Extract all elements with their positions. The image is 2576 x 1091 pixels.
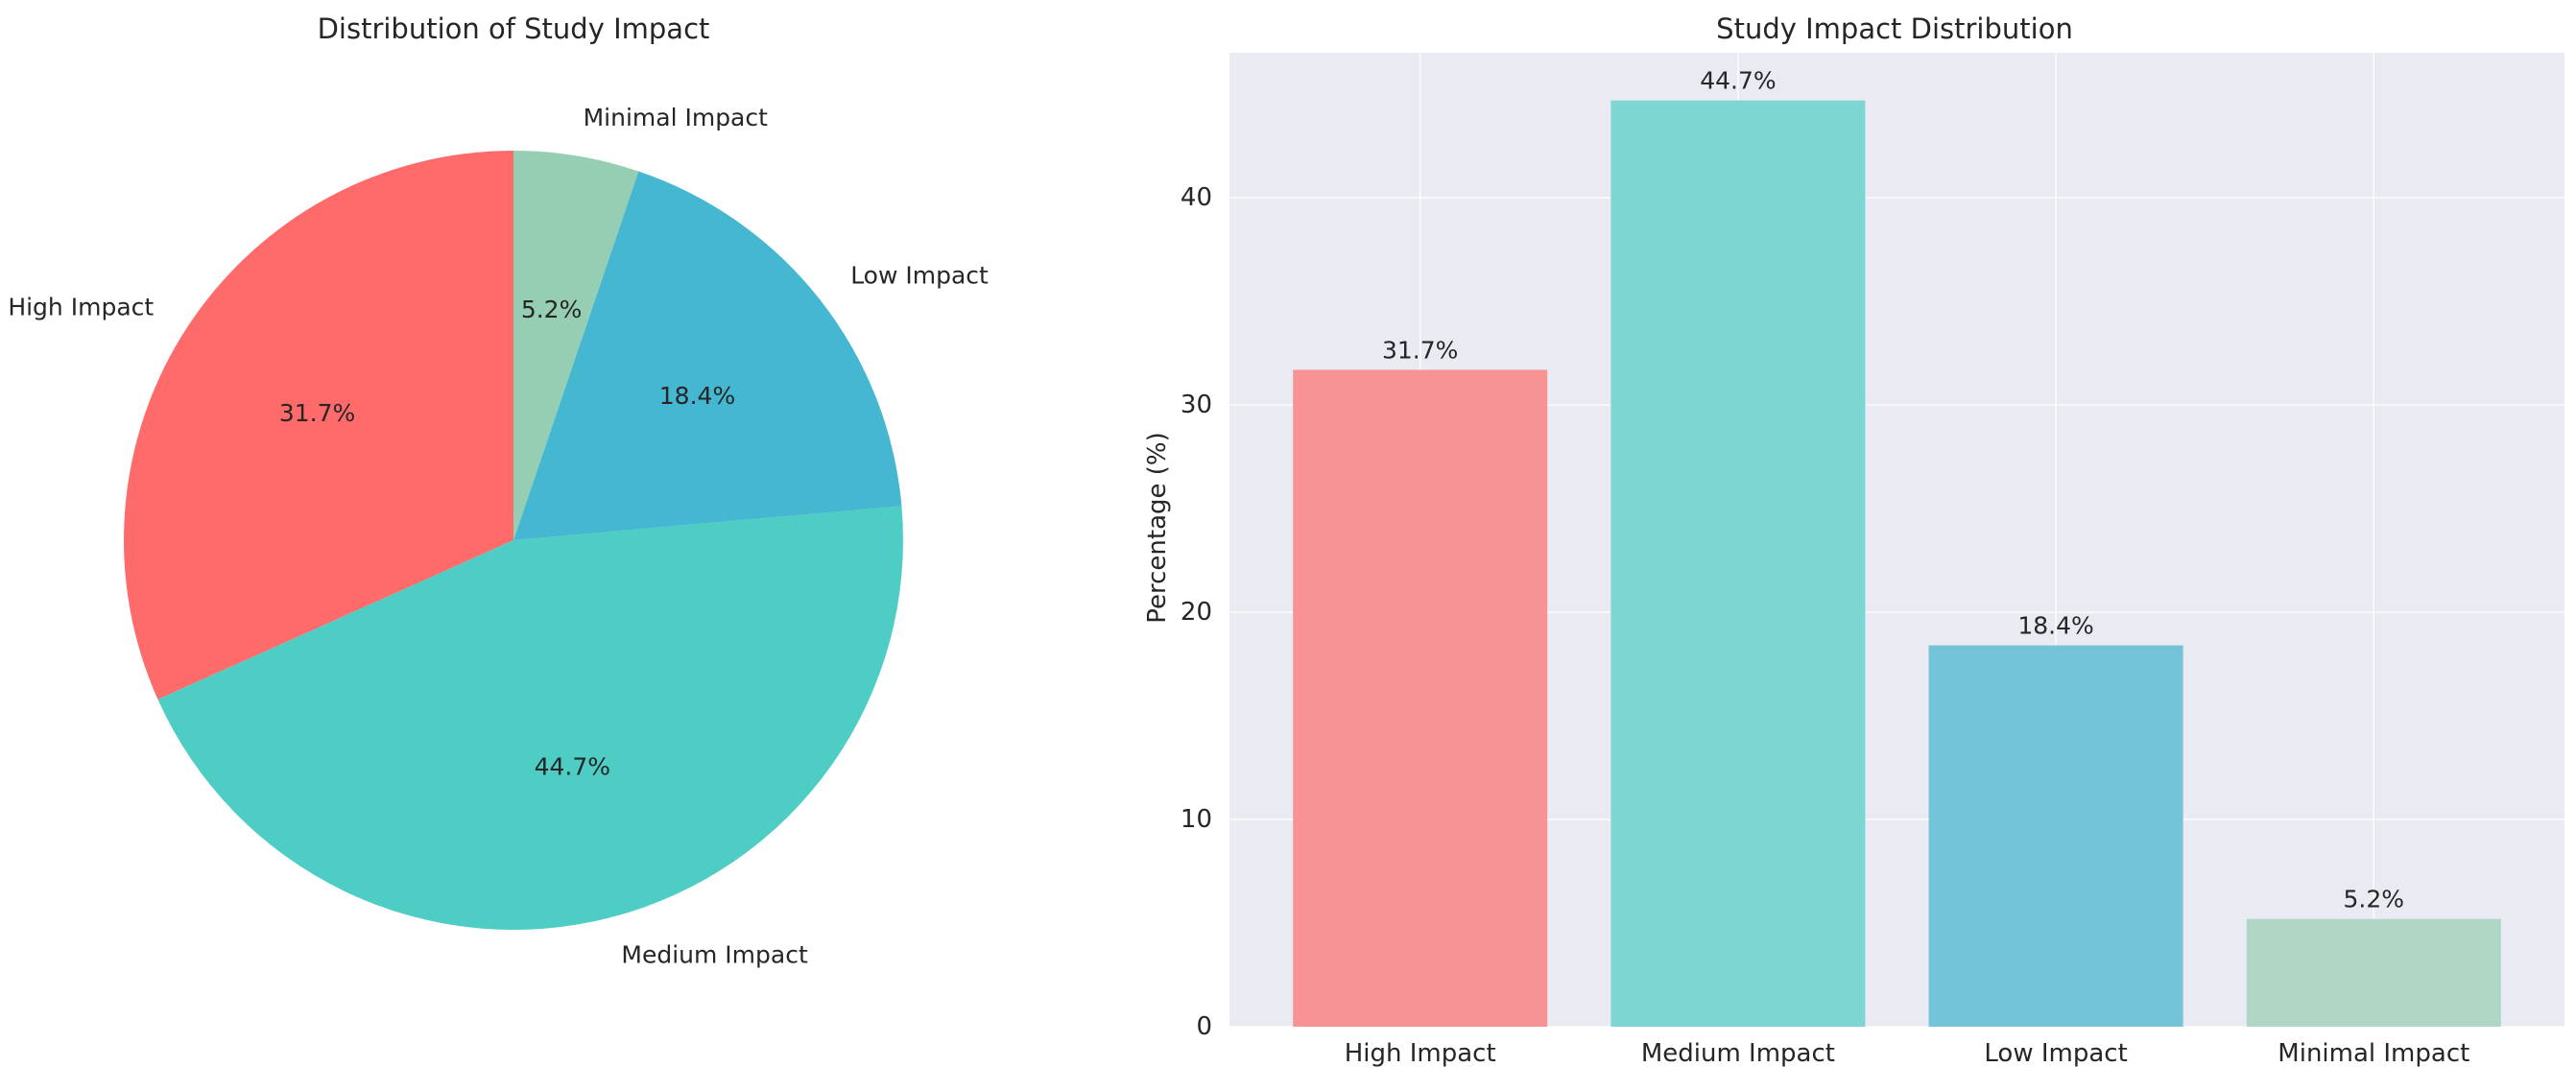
- pie-labels: High Impact 31.7% Medium Impact 44.7% Low Im…: [8, 104, 989, 969]
- pie-label-minimal-impact: Minimal Impact: [584, 104, 769, 131]
- pie-percent-label-high-impact: 31.7%: [279, 399, 355, 427]
- bar-x-tick-medium-impact: Medium Impact: [1641, 1039, 1835, 1068]
- bar-x-tick-low-impact: Low Impact: [1984, 1039, 2127, 1068]
- bar-value-labels: 31.7% 44.7% 18.4% 5.2%: [1382, 67, 2404, 913]
- pie-percent-label-medium-impact: 44.7%: [535, 752, 610, 780]
- pie-chart: Distribution of Study Impact High Impact…: [8, 12, 989, 969]
- bar-value-label-minimal-impact: 5.2%: [2344, 886, 2405, 913]
- bar-x-tick-minimal-impact: Minimal Impact: [2278, 1039, 2469, 1068]
- bar-value-label-low-impact: 18.4%: [2017, 612, 2093, 640]
- bar-chart-y-axis-label: Percentage (%): [1143, 432, 1172, 624]
- bar-low-impact: [1928, 645, 2183, 1027]
- bar-bars: [1293, 100, 2501, 1027]
- bar-x-tick-labels: High Impact Medium Impact Low Impact Minima…: [1345, 1039, 2470, 1068]
- pie-chart-title: Distribution of Study Impact: [318, 12, 710, 45]
- pie-percent-label-minimal-impact: 5.2%: [521, 296, 583, 323]
- pie-slice-low-impact: [513, 171, 902, 541]
- bar-medium-impact: [1610, 100, 1866, 1027]
- bar-chart: 31.7% 44.7% 18.4% 5.2% 0 10 20 30 40 High Impac…: [1143, 12, 2564, 1068]
- bar-minimal-impact: [2246, 918, 2501, 1027]
- bar-high-impact: [1293, 369, 1548, 1027]
- pie-label-high-impact: High Impact: [8, 294, 154, 321]
- bar-y-tick-30: 30: [1181, 391, 1212, 419]
- pie-slice-medium-impact: [157, 506, 903, 930]
- bar-chart-title: Study Impact Distribution: [1716, 12, 2073, 45]
- bar-value-label-medium-impact: 44.7%: [1700, 67, 1776, 95]
- pie-slice-high-impact: [124, 151, 514, 700]
- pie-label-medium-impact: Medium Impact: [621, 941, 808, 969]
- pie-label-low-impact: Low Impact: [850, 262, 989, 290]
- pie-percent-label-low-impact: 18.4%: [659, 382, 735, 410]
- bar-y-tick-20: 20: [1181, 598, 1212, 627]
- bar-y-tick-40: 40: [1181, 183, 1212, 212]
- bar-y-tick-10: 10: [1181, 805, 1212, 834]
- pie-slices: [124, 151, 903, 930]
- bar-x-tick-high-impact: High Impact: [1345, 1039, 1496, 1068]
- bar-y-tick-0: 0: [1196, 1012, 1212, 1041]
- bar-value-label-high-impact: 31.7%: [1382, 336, 1458, 364]
- bar-y-tick-labels: 0 10 20 30 40: [1181, 183, 1212, 1041]
- pie-slice-minimal-impact: [513, 151, 639, 540]
